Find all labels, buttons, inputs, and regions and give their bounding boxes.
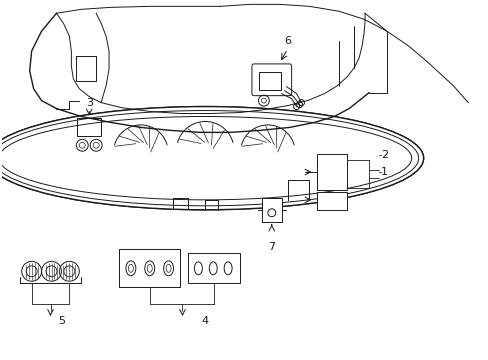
Bar (258, 72, 280, 90)
Text: 2: 2 (380, 150, 387, 160)
Bar (188, 253, 240, 283)
Bar (119, 249, 180, 287)
Bar (77, 118, 101, 136)
Text: 3: 3 (85, 98, 93, 108)
Text: 5: 5 (58, 316, 65, 326)
FancyBboxPatch shape (251, 64, 291, 96)
Text: 6: 6 (284, 36, 290, 46)
Bar (317, 154, 346, 190)
Bar (262, 198, 281, 222)
Text: 4: 4 (202, 316, 208, 326)
Bar (317, 192, 346, 210)
Text: 1: 1 (380, 167, 387, 177)
Ellipse shape (0, 107, 423, 210)
Text: 7: 7 (268, 243, 275, 252)
